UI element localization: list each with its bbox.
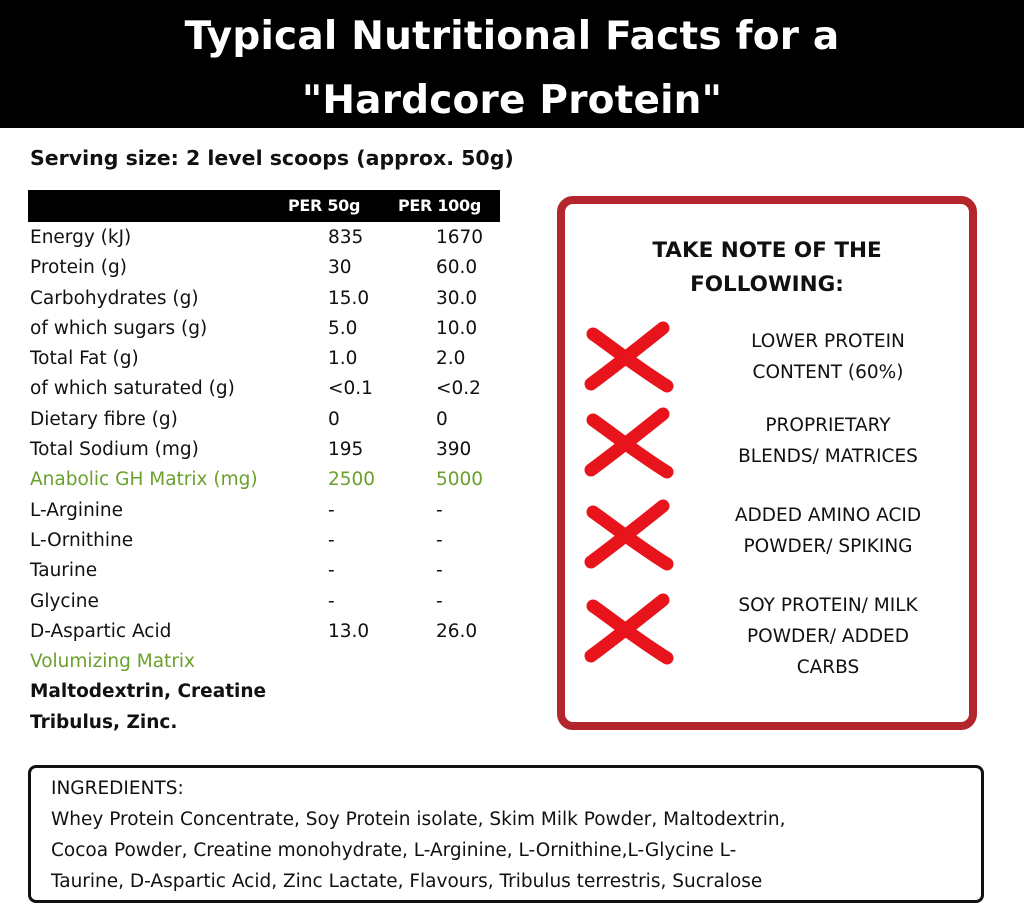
note-item-text: LOWER PROTEIN CONTENT (60%) (703, 326, 953, 388)
value-per-50g: - (328, 499, 335, 521)
table-row-matrix: Anabolic GH Matrix (mg) 2500 5000 (30, 465, 510, 495)
take-note-title-line-2: FOLLOWING: (690, 272, 844, 297)
ingredients-line: Taurine, D-Aspartic Acid, Zinc Lactate, … (51, 871, 763, 892)
value-per-100g: - (436, 499, 443, 521)
value-per-100g: 26.0 (436, 620, 478, 642)
table-row-matrix-contents: Maltodextrin, Creatine (30, 677, 510, 707)
nutrient-name: Total Sodium (mg) (30, 439, 199, 461)
value-per-50g: 15.0 (328, 287, 370, 309)
nutrient-name: L-Ornithine (30, 529, 134, 551)
nutrient-name: D-Aspartic Acid (30, 620, 172, 642)
take-note-box: TAKE NOTE OF THE FOLLOWING: LOWER PROTEI… (557, 196, 977, 730)
value-per-100g: - (436, 529, 443, 551)
value-per-100g: 60.0 (436, 257, 478, 279)
note-item-text: PROPRIETARY BLENDS/ MATRICES (703, 410, 953, 472)
page-header: Typical Nutritional Facts for a "Hardcor… (0, 0, 1024, 128)
note-item-line: PROPRIETARY (765, 415, 891, 436)
nutrient-name: Dietary fibre (g) (30, 408, 178, 430)
value-per-50g: - (328, 560, 335, 582)
table-row: Total Sodium (mg) 195 390 (30, 435, 510, 465)
nutrient-name: Tribulus, Zinc. (30, 711, 178, 733)
value-per-100g: 1670 (436, 227, 484, 248)
table-row: Dietary fibre (g) 0 0 (30, 405, 510, 435)
ingredients-box: INGREDIENTS: Whey Protein Concentrate, S… (28, 765, 984, 903)
value-per-50g: 0 (328, 408, 340, 430)
serving-size: Serving size: 2 level scoops (approx. 50… (30, 146, 514, 170)
column-header-per-50g: PER 50g (288, 196, 361, 215)
nutrient-name: Anabolic GH Matrix (mg) (30, 469, 258, 491)
table-header: PER 50g PER 100g (28, 190, 500, 222)
nutrient-name: of which sugars (g) (30, 317, 208, 339)
note-item-line: BLENDS/ MATRICES (738, 446, 918, 467)
value-per-50g: 13.0 (328, 620, 370, 642)
value-per-100g: - (436, 590, 443, 612)
take-note-title: TAKE NOTE OF THE FOLLOWING: (565, 234, 969, 302)
value-per-50g: - (328, 529, 335, 551)
value-per-100g: 2.0 (436, 348, 466, 370)
value-per-50g: 5.0 (328, 317, 358, 339)
value-per-100g: 390 (436, 439, 472, 461)
note-item-line: POWDER/ ADDED (747, 626, 909, 647)
nutrient-name: Carbohydrates (g) (30, 287, 199, 309)
table-row: D-Aspartic Acid 13.0 26.0 (30, 617, 510, 647)
value-per-100g: 0 (436, 408, 448, 430)
value-per-50g: 1.0 (328, 348, 358, 370)
value-per-50g: 835 (328, 227, 364, 248)
table-row: of which saturated (g) <0.1 <0.2 (30, 374, 510, 404)
value-per-50g: 195 (328, 439, 364, 461)
table-row-matrix: Volumizing Matrix (30, 647, 510, 677)
nutrient-name: Glycine (30, 590, 99, 612)
note-item-line: LOWER PROTEIN (751, 331, 905, 352)
nutrient-name: Total Fat (g) (30, 348, 139, 370)
note-item-line: CONTENT (60%) (752, 362, 904, 383)
nutrient-name: Energy (kJ) (30, 227, 132, 248)
table-row: L-Ornithine - - (30, 526, 510, 556)
value-per-50g: 30 (328, 257, 352, 279)
red-cross-icon (584, 499, 674, 571)
page-title-line-2: "Hardcore Protein" (301, 78, 723, 123)
column-header-per-100g: PER 100g (398, 196, 481, 215)
value-per-100g: 30.0 (436, 287, 478, 309)
value-per-100g: - (436, 560, 443, 582)
note-item-text: ADDED AMINO ACID POWDER/ SPIKING (703, 500, 953, 562)
note-item-line: CARBS (796, 657, 860, 678)
value-per-100g: 10.0 (436, 317, 478, 339)
ingredients-heading: INGREDIENTS: (51, 778, 184, 799)
value-per-50g: 2500 (328, 469, 376, 491)
table-row-matrix-contents: Tribulus, Zinc. (30, 708, 510, 738)
nutrient-name: Maltodextrin, Creatine (30, 681, 267, 703)
red-cross-icon (584, 321, 674, 393)
table-row: Taurine - - (30, 556, 510, 586)
nutrient-name: Taurine (30, 560, 98, 582)
note-item-text: SOY PROTEIN/ MILK POWDER/ ADDED CARBS (703, 590, 953, 683)
table-row: Carbohydrates (g) 15.0 30.0 (30, 284, 510, 314)
red-cross-icon (584, 407, 674, 479)
take-note-title-line-1: TAKE NOTE OF THE (652, 238, 882, 263)
page-title-line-1: Typical Nutritional Facts for a (184, 14, 840, 59)
nutrient-name: L-Arginine (30, 499, 124, 521)
value-per-100g: <0.2 (436, 378, 481, 400)
value-per-50g: - (328, 590, 335, 612)
note-item-line: ADDED AMINO ACID (734, 505, 922, 526)
table-row: Energy (kJ) 835 1670 (30, 223, 510, 253)
note-item-line: SOY PROTEIN/ MILK (738, 595, 918, 616)
table-row: of which sugars (g) 5.0 10.0 (30, 314, 510, 344)
table-row: Glycine - - (30, 587, 510, 617)
ingredients-line: Whey Protein Concentrate, Soy Protein is… (51, 809, 786, 830)
ingredients-line: Cocoa Powder, Creatine monohydrate, L-Ar… (51, 840, 737, 861)
value-per-100g: 5000 (436, 469, 484, 491)
value-per-50g: <0.1 (328, 378, 373, 400)
note-item-line: POWDER/ SPIKING (743, 536, 913, 557)
red-cross-icon (584, 593, 674, 665)
nutrient-name: of which saturated (g) (30, 378, 235, 400)
nutrition-table: Energy (kJ) 835 1670 Protein (g) 30 60.0 Car… (30, 223, 510, 738)
nutrient-name: Volumizing Matrix (30, 651, 196, 673)
nutrient-name: Protein (g) (30, 257, 127, 279)
table-row: Protein (g) 30 60.0 (30, 253, 510, 283)
table-row: Total Fat (g) 1.0 2.0 (30, 344, 510, 374)
table-row: L-Arginine - - (30, 496, 510, 526)
